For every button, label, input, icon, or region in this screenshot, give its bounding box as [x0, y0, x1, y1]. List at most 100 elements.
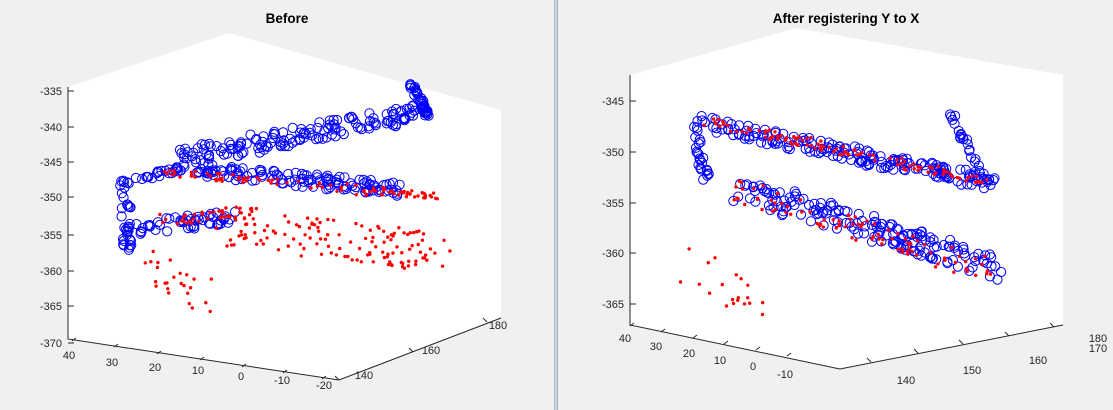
data-point	[896, 247, 900, 252]
data-point	[962, 179, 973, 190]
data-point	[262, 228, 267, 233]
data-point	[433, 251, 437, 255]
data-point	[326, 121, 337, 132]
data-point	[985, 269, 989, 273]
data-point	[312, 122, 323, 133]
data-point	[853, 215, 857, 219]
data-point	[869, 216, 880, 227]
data-point	[771, 134, 775, 139]
x-tick-label: 0	[238, 371, 244, 383]
data-point	[928, 165, 932, 169]
data-point	[975, 174, 979, 178]
data-point	[253, 222, 257, 227]
data-point	[171, 162, 182, 173]
data-point	[409, 83, 420, 94]
data-point	[222, 215, 227, 219]
data-point	[193, 169, 198, 174]
data-point	[321, 132, 332, 143]
data-point	[370, 120, 381, 131]
data-point	[315, 184, 320, 188]
data-point	[407, 259, 411, 263]
data-point	[431, 191, 436, 195]
data-point	[291, 237, 296, 241]
data-point	[228, 238, 233, 242]
data-point	[215, 171, 220, 176]
data-point	[294, 134, 306, 146]
data-point	[314, 117, 325, 128]
data-point	[316, 225, 320, 230]
x-tick-mark	[199, 356, 205, 361]
data-point	[407, 110, 419, 121]
data-point	[233, 215, 238, 219]
data-point	[214, 226, 219, 230]
z-tick-label: -350	[602, 147, 624, 159]
data-point	[217, 143, 228, 154]
data-point	[233, 150, 244, 162]
data-point	[312, 223, 317, 227]
data-point	[722, 121, 726, 125]
data-point	[364, 123, 375, 134]
data-point	[846, 213, 851, 218]
data-point	[741, 179, 753, 190]
data-point	[845, 151, 849, 155]
y-tick-mark	[408, 347, 414, 353]
data-point	[154, 219, 165, 230]
data-point	[153, 280, 158, 284]
data-point	[928, 242, 940, 253]
data-point	[172, 168, 176, 173]
data-point	[265, 138, 276, 149]
data-point	[974, 180, 978, 185]
data-point	[308, 236, 312, 240]
data-point	[380, 193, 384, 197]
data-point	[400, 251, 404, 255]
data-point	[406, 264, 411, 268]
data-point	[945, 234, 956, 246]
panel-splitter[interactable]	[554, 0, 558, 410]
z-tick-label: -355	[40, 230, 62, 242]
data-point	[724, 304, 729, 308]
data-point	[275, 182, 279, 186]
data-point	[401, 261, 405, 266]
data-point	[429, 195, 434, 199]
data-point	[371, 188, 376, 192]
data-point	[964, 265, 975, 276]
data-point	[764, 129, 768, 133]
data-point	[818, 147, 823, 151]
data-point	[286, 244, 290, 248]
data-point	[388, 260, 392, 264]
data-point	[209, 277, 213, 281]
data-point	[728, 129, 733, 134]
data-point	[167, 168, 172, 173]
data-point	[191, 157, 202, 168]
data-point	[860, 156, 871, 167]
data-point	[773, 201, 777, 205]
x-tick-mark	[629, 322, 635, 327]
data-point	[858, 228, 870, 239]
data-point	[408, 247, 412, 251]
data-point	[224, 137, 235, 148]
data-point	[404, 195, 409, 199]
data-point	[902, 166, 906, 170]
data-point	[214, 177, 218, 181]
data-point	[361, 176, 372, 187]
data-point	[780, 201, 784, 205]
data-point	[698, 152, 709, 163]
data-point	[832, 217, 843, 228]
data-point	[871, 153, 876, 157]
data-point	[760, 312, 765, 317]
data-point	[947, 255, 958, 266]
data-point	[769, 189, 780, 200]
data-point	[392, 231, 396, 235]
data-point	[448, 249, 452, 253]
data-point	[422, 256, 427, 260]
data-point	[757, 131, 768, 142]
z-tick-label: -350	[40, 192, 62, 204]
data-point	[964, 145, 975, 156]
z-tick-label: -370	[40, 338, 62, 350]
data-point	[118, 177, 130, 188]
data-point	[875, 225, 886, 236]
data-point	[955, 164, 966, 175]
data-point	[789, 199, 800, 211]
data-point	[147, 173, 158, 184]
data-point	[326, 233, 330, 237]
